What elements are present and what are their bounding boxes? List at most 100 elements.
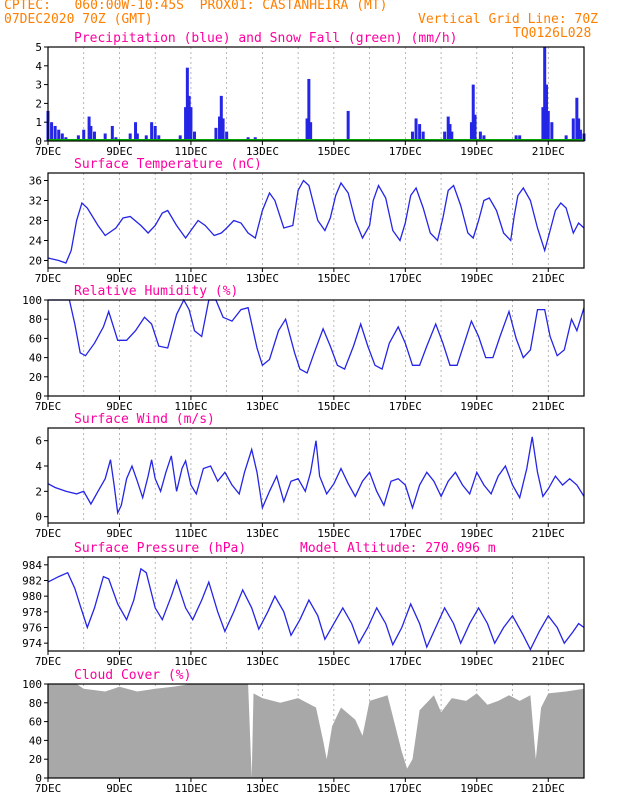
precip-bar — [187, 95, 191, 141]
y-tick-label: 24 — [29, 235, 43, 248]
precip-bar — [546, 110, 550, 141]
x-tick-label: 17DEC — [389, 272, 422, 285]
x-tick-label: 9DEC — [106, 272, 133, 285]
x-tick-label: 13DEC — [246, 145, 279, 158]
x-tick-label: 11DEC — [174, 527, 207, 540]
precip-bar — [193, 131, 197, 141]
precip-bar — [421, 131, 425, 141]
precip-bar — [346, 110, 350, 141]
x-tick-label: 17DEC — [389, 400, 422, 413]
precip-bar — [82, 129, 86, 141]
y-tick-label: 982 — [22, 575, 42, 588]
y-tick-label: 4 — [35, 460, 42, 473]
x-tick-label: 9DEC — [106, 527, 133, 540]
precip-bar — [185, 67, 189, 141]
chart-annotation: Model Altitude: 270.096 m — [300, 541, 496, 556]
y-tick-label: 36 — [29, 175, 42, 188]
y-tick-label: 60 — [29, 332, 42, 345]
y-tick-label: 0 — [35, 390, 42, 403]
chart-title: Surface Pressure (hPa) — [74, 541, 246, 556]
x-tick-label: 7DEC — [35, 400, 62, 413]
x-tick-label: 9DEC — [106, 400, 133, 413]
x-tick-label: 13DEC — [246, 782, 279, 795]
precip-bar — [150, 122, 154, 141]
x-tick-label: 11DEC — [174, 145, 207, 158]
precip-bar — [514, 135, 518, 141]
precip-bar — [103, 133, 107, 141]
chart-panel-2: Surface Temperature (nC) 20 24 28 32 36 7DEC 9D… — [29, 157, 585, 285]
y-tick-label: 40 — [29, 734, 42, 747]
x-tick-label: 17DEC — [389, 527, 422, 540]
y-tick-label: 100 — [22, 294, 42, 307]
plot-frame — [47, 427, 585, 524]
y-tick-label: 976 — [22, 622, 42, 635]
header-line2-left: 07DEC2020 70Z (GMT) — [4, 12, 153, 27]
x-tick-label: 7DEC — [35, 527, 62, 540]
y-tick-label: 20 — [29, 255, 42, 268]
chart-title: Relative Humidity (%) — [74, 284, 238, 299]
precip-bar — [544, 84, 548, 141]
x-tick-label: 19DEC — [460, 145, 493, 158]
precip-bar — [469, 122, 473, 141]
precip-bar — [575, 97, 579, 141]
precip-bar — [135, 133, 139, 141]
series-line — [48, 298, 585, 374]
precip-bar — [305, 118, 309, 141]
y-tick-label: 6 — [35, 435, 42, 448]
precip-bar — [53, 125, 57, 141]
y-tick-label: 0 — [35, 135, 42, 148]
precip-bar — [443, 131, 447, 141]
precip-bar — [482, 135, 486, 141]
precip-bar — [471, 84, 475, 141]
precip-bar — [225, 131, 229, 141]
x-tick-label: 9DEC — [106, 782, 133, 795]
y-tick-label: 974 — [22, 637, 42, 650]
y-tick-label: 984 — [22, 559, 42, 572]
y-tick-label: 32 — [29, 195, 42, 208]
x-tick-label: 17DEC — [389, 782, 422, 795]
precip-bar — [110, 125, 114, 141]
chart-title: Surface Temperature (nC) — [74, 157, 262, 172]
plot-frame — [47, 46, 585, 142]
chart-title: Surface Wind (m/s) — [74, 412, 215, 427]
precip-bar — [414, 118, 418, 141]
precip-bar — [218, 116, 222, 141]
chart-panel-1: Precipitation (blue) and Snow Fall (gree… — [35, 31, 586, 158]
x-tick-label: 9DEC — [106, 655, 133, 668]
precip-bar — [221, 118, 225, 141]
precip-bar — [478, 131, 482, 141]
precip-bar — [189, 107, 193, 141]
precip-bar — [60, 133, 64, 141]
y-tick-label: 980 — [22, 590, 42, 603]
precip-bar — [219, 95, 223, 141]
x-tick-label: 11DEC — [174, 400, 207, 413]
x-tick-label: 15DEC — [317, 272, 350, 285]
y-tick-label: 0 — [35, 772, 42, 785]
x-tick-label: 21DEC — [532, 527, 565, 540]
precip-bar — [473, 114, 477, 141]
x-tick-label: 11DEC — [174, 272, 207, 285]
precip-bar — [128, 133, 132, 141]
precip-bar — [578, 129, 582, 141]
precip-bar — [87, 116, 91, 141]
x-tick-label: 13DEC — [246, 400, 279, 413]
x-tick-label: 7DEC — [35, 272, 62, 285]
chart-panel-6: Cloud Cover (%) 0 20 40 60 80 100 7DEC 9DEC 11DEC… — [22, 668, 585, 795]
y-tick-label: 60 — [29, 716, 42, 729]
precip-bar — [450, 131, 454, 141]
x-tick-label: 17DEC — [389, 145, 422, 158]
x-tick-label: 11DEC — [174, 782, 207, 795]
precip-bar — [178, 135, 182, 141]
x-tick-label: 19DEC — [460, 782, 493, 795]
series-line — [47, 567, 585, 651]
x-tick-label: 19DEC — [460, 655, 493, 668]
header-line3-right: TQ0126L028 — [513, 26, 592, 41]
y-tick-label: 1 — [35, 116, 42, 129]
x-tick-label: 19DEC — [460, 400, 493, 413]
x-tick-label: 21DEC — [532, 145, 565, 158]
precip-bar — [564, 135, 568, 141]
y-tick-label: 4 — [35, 60, 42, 73]
precip-bar — [76, 135, 80, 141]
